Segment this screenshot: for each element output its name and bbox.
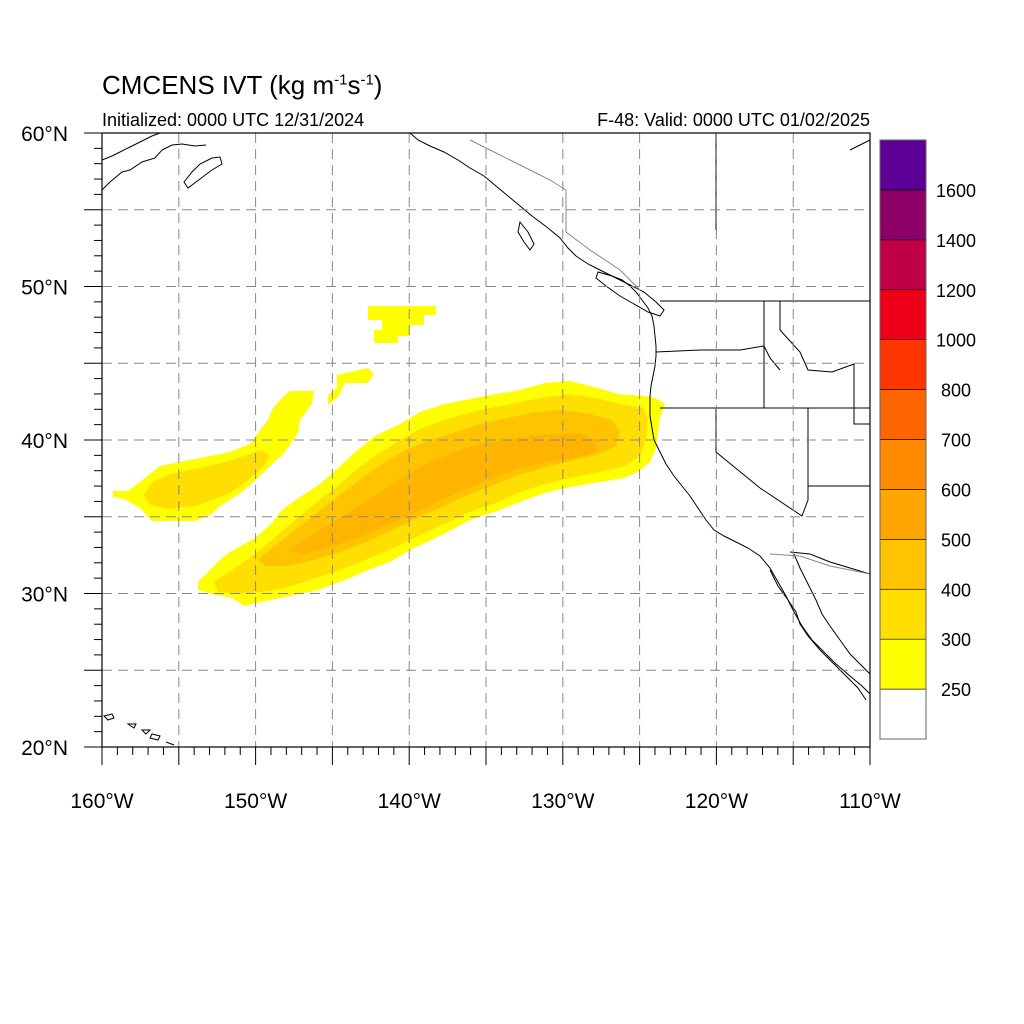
washington-oregon-border bbox=[655, 345, 781, 371]
graticule bbox=[102, 133, 870, 747]
vancouver-island bbox=[595, 271, 665, 317]
colorbar-label: 1600 bbox=[936, 181, 976, 201]
ivt-colorbar: 250 300 400 500 600 700 800 1000 1200 1400 1600 bbox=[879, 139, 976, 740]
canada-bc-border bbox=[469, 139, 641, 291]
axis-ticks bbox=[84, 132, 871, 765]
colorbar-label: 700 bbox=[941, 431, 971, 451]
baja-peninsula bbox=[769, 569, 867, 701]
lon-tick-label: 140°W bbox=[378, 790, 441, 813]
ivt-western-plume-inner bbox=[144, 450, 270, 509]
axis-tick-labels: 160°W 150°W 140°W 130°W 120°W 110°W 20°N 30°N 40… bbox=[21, 123, 901, 813]
us-mexico-border bbox=[789, 551, 870, 575]
lat-tick-label: 20°N bbox=[21, 737, 68, 760]
colorbar-frame bbox=[879, 139, 927, 740]
colorbar-label: 400 bbox=[941, 580, 971, 600]
valid-time: F-48: Valid: 0000 UTC 01/02/2025 bbox=[597, 110, 870, 130]
ivt-shading bbox=[113, 306, 665, 606]
colorbar-box bbox=[879, 139, 927, 191]
colorbar-label: 1400 bbox=[936, 231, 976, 251]
lat-tick-label: 40°N bbox=[21, 430, 68, 453]
colorbar-label: 1000 bbox=[936, 331, 976, 351]
colorbar-box bbox=[879, 289, 927, 340]
baja-gulf-coast bbox=[793, 553, 870, 675]
colorbar-box bbox=[879, 339, 927, 390]
haida-gwaii bbox=[517, 220, 535, 251]
colorbar-box bbox=[879, 688, 927, 740]
colorbar-box bbox=[879, 539, 927, 590]
lat-tick-label: 30°N bbox=[21, 584, 68, 607]
kodiak-island bbox=[183, 156, 223, 189]
colorbar-box bbox=[879, 638, 927, 690]
colorbar-box bbox=[879, 489, 927, 540]
hawaii-islands bbox=[103, 713, 175, 746]
lon-tick-label: 120°W bbox=[685, 790, 748, 813]
lat-tick-label: 50°N bbox=[21, 277, 68, 300]
lon-tick-label: 110°W bbox=[839, 790, 901, 813]
colorbar-box bbox=[879, 389, 927, 440]
coastlines bbox=[102, 133, 870, 746]
colorbar-label: 500 bbox=[941, 530, 971, 550]
lat-tick-label: 60°N bbox=[21, 123, 68, 146]
ivt-small-streak bbox=[328, 368, 374, 405]
colorbar-box bbox=[879, 439, 927, 490]
colorbar-label: 800 bbox=[941, 381, 971, 401]
colorbar-label: 300 bbox=[941, 630, 971, 650]
colorbar-label: 600 bbox=[941, 480, 971, 500]
colorbar-box bbox=[879, 239, 927, 291]
eastern-alaska-coast bbox=[849, 139, 870, 151]
colorbar-label: 1200 bbox=[936, 281, 976, 301]
map-title: CMCENS IVT (kg m-1s-1) bbox=[102, 70, 383, 100]
ivt-western-plume-outer bbox=[113, 391, 314, 521]
colorbar-label: 250 bbox=[941, 680, 971, 700]
lon-tick-label: 130°W bbox=[531, 790, 594, 813]
initialized-time: Initialized: 0000 UTC 12/31/2024 bbox=[102, 110, 365, 130]
political-borders bbox=[469, 133, 870, 575]
colorbar-box bbox=[879, 588, 927, 640]
us-mexico-gray-border bbox=[769, 553, 870, 575]
ivt-main-plume-core bbox=[290, 434, 598, 554]
lon-tick-label: 160°W bbox=[70, 790, 133, 813]
colorbar-box bbox=[879, 189, 927, 241]
lon-tick-label: 150°W bbox=[224, 790, 287, 813]
pacific-northwest-coast bbox=[409, 133, 870, 695]
alaska-coast bbox=[102, 133, 207, 191]
idaho-border bbox=[763, 301, 870, 425]
ivt-northern-patch bbox=[368, 306, 436, 343]
